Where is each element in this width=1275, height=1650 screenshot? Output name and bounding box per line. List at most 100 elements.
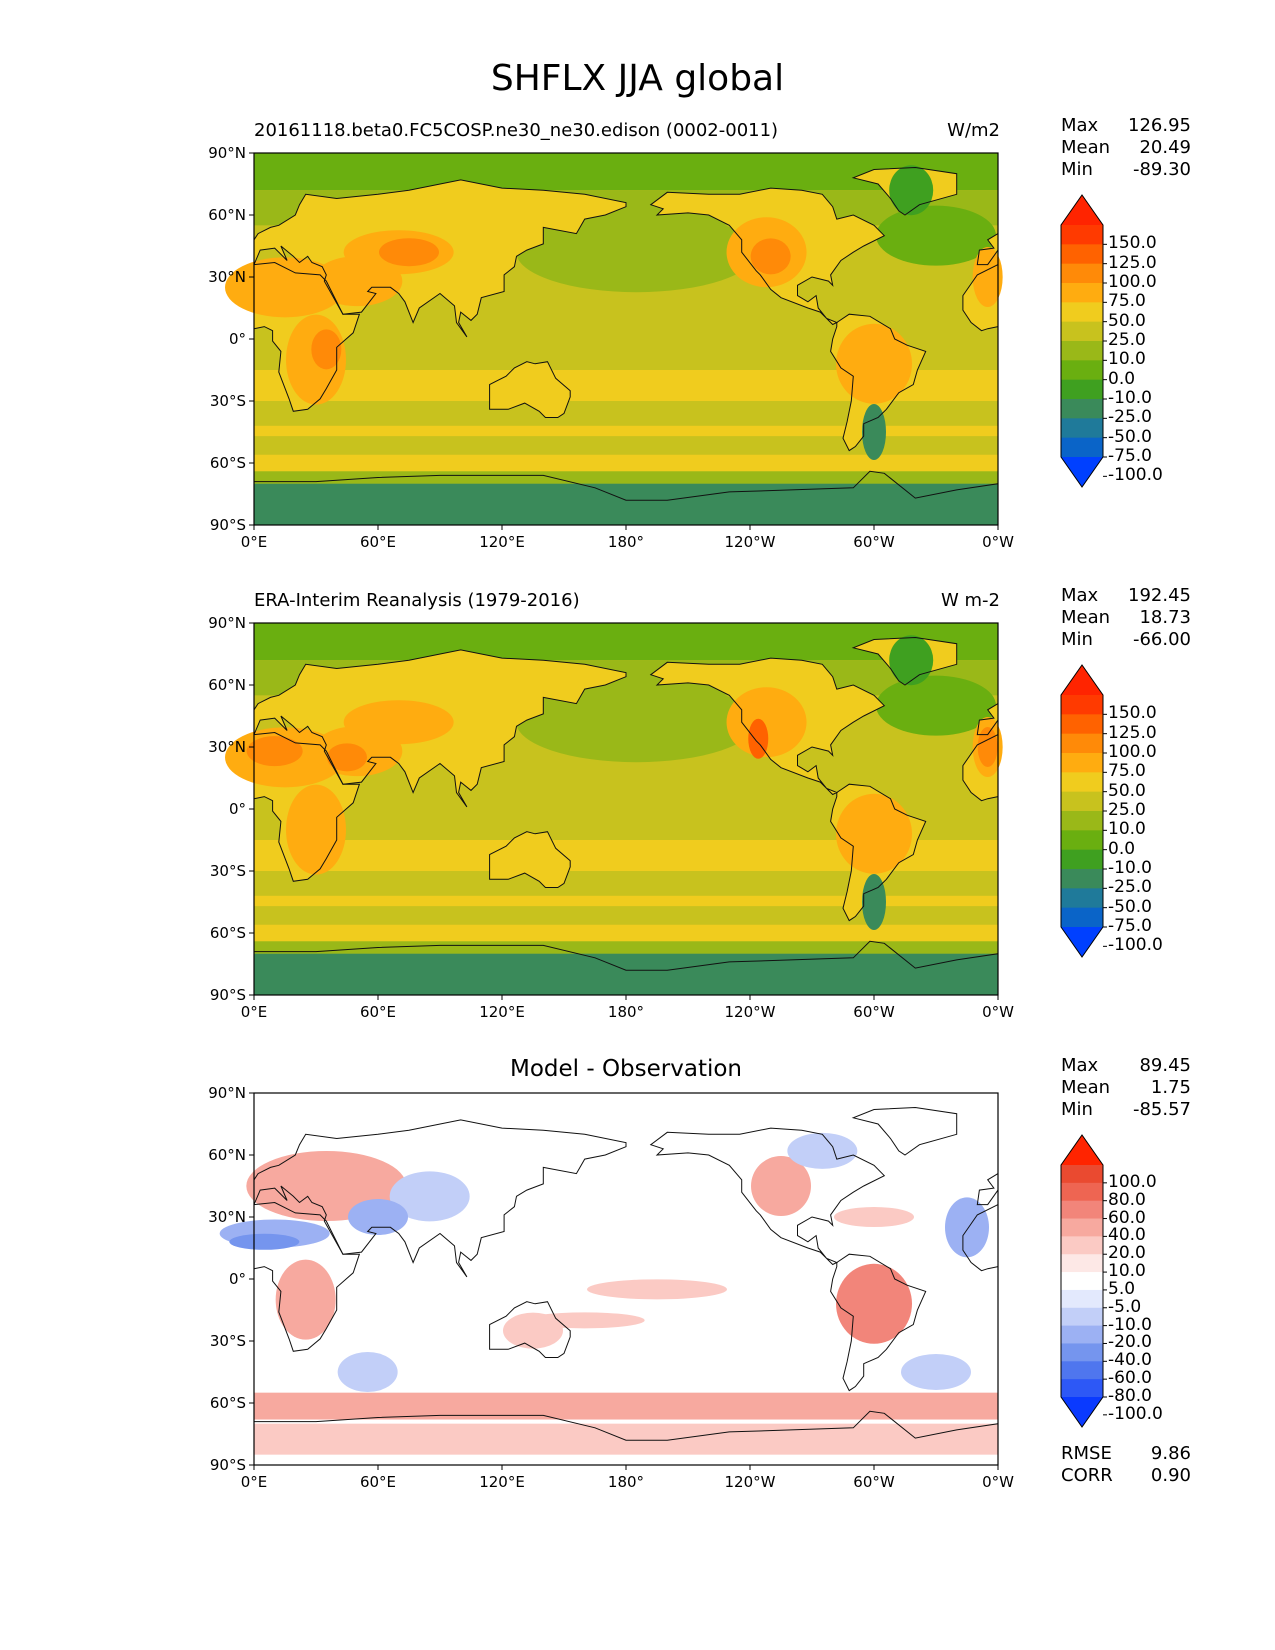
greenland-coast — [851, 166, 958, 216]
eurasia-coast — [253, 649, 627, 808]
x-tick-label: 60°W — [853, 1473, 895, 1491]
colorbar-label: -100.0 — [1108, 1403, 1163, 1424]
sahara-peak — [246, 736, 303, 767]
colorbar-segment — [1061, 399, 1103, 419]
colorbar-label: -40.0 — [1108, 1350, 1152, 1371]
x-tick-label: 180° — [607, 1003, 645, 1021]
stats-box: Max 89.45 Mean 1.75 Min -85.57 — [1061, 1055, 1191, 1121]
atlantic-cool — [945, 1197, 989, 1258]
x-tick-label: 60°E — [359, 533, 397, 551]
field-band — [254, 941, 998, 954]
colorbar-extend-max — [1061, 195, 1103, 225]
stat-label: Min — [1061, 159, 1093, 180]
field-band — [254, 438, 998, 453]
stat-label: Mean — [1061, 137, 1111, 158]
panel-left-title: ERA-Interim Reanalysis (1979-2016) — [254, 590, 580, 611]
stat-value: 89.45 — [1139, 1055, 1191, 1076]
patagonia-cool — [862, 404, 886, 460]
stat-label: Max — [1061, 1055, 1099, 1076]
colorbar-label: 5.0 — [1108, 1278, 1136, 1299]
colorbar-label: -75.0 — [1108, 446, 1152, 466]
x-tick-label: 0°W — [982, 533, 1014, 551]
colorbar-segment — [1061, 225, 1103, 245]
colorbar-label: 0.0 — [1108, 838, 1136, 859]
field-band — [254, 425, 998, 437]
field-band — [254, 471, 998, 484]
colorbar-label: 50.0 — [1108, 780, 1146, 801]
colorbar-label: -25.0 — [1108, 877, 1152, 898]
stat-value: 192.45 — [1128, 585, 1191, 606]
patagonia-cool — [862, 874, 886, 930]
stat-label: Min — [1061, 1099, 1093, 1120]
y-tick-label: 60°S — [209, 1394, 246, 1412]
colorbar-segment — [1061, 321, 1103, 342]
greenland-cool — [889, 165, 934, 216]
y-tick-label: 0° — [228, 800, 246, 818]
colorbar-label: -100.0 — [1108, 465, 1163, 486]
field-band — [254, 908, 998, 923]
x-tick-label: 0°E — [240, 533, 268, 551]
y-tick-label: 90°S — [209, 986, 246, 1004]
field-band — [254, 895, 998, 907]
field-blob — [876, 675, 996, 736]
colorbar-segment — [1061, 1379, 1103, 1398]
x-tick-label: 120°W — [724, 1473, 776, 1491]
na-warm — [751, 1156, 811, 1216]
canada-cool — [787, 1132, 858, 1169]
sa-hot — [836, 793, 912, 874]
colorbar-segment — [1061, 772, 1103, 793]
x-tick-label: 0°W — [982, 1003, 1014, 1021]
colorbar-extend-max — [1061, 665, 1103, 695]
panel-center-title: Model - Observation — [509, 1056, 743, 1082]
colorbar-segment — [1061, 283, 1103, 303]
x-tick-label: 60°W — [853, 1003, 895, 1021]
colorbar-label: 100.0 — [1108, 272, 1157, 292]
stat-label: Max — [1061, 585, 1099, 606]
greenland-cool — [889, 635, 934, 686]
error-stats-box: RMSE 9.86 CORR 0.90 — [1061, 1443, 1191, 1487]
x-tick-label: 60°E — [359, 1003, 397, 1021]
africa-south-hot — [286, 784, 346, 875]
stats-box: Max 192.45 Mean 18.73 Min -66.00 — [1061, 585, 1191, 651]
colorbar-segment — [1061, 1307, 1103, 1327]
colorbar-label: 75.0 — [1108, 291, 1146, 312]
colorbar-segment — [1061, 244, 1103, 265]
colorbar-label: 100.0 — [1108, 1171, 1157, 1192]
colorbar-segment — [1061, 1218, 1103, 1237]
field-blob — [977, 727, 998, 767]
colorbar-label: -50.0 — [1108, 896, 1152, 917]
difference-panel: Model - Observation Max 89.45 Mean 1.75 Mi… — [0, 0, 1275, 1486]
colorbar-label: 10.0 — [1108, 349, 1146, 370]
colorbar-segment — [1061, 869, 1103, 889]
sw-us-peak — [748, 718, 769, 759]
y-tick-label: 90°S — [209, 516, 246, 534]
field-blob — [834, 1207, 914, 1227]
antarctic-band — [254, 483, 998, 525]
colorbar-label: 20.0 — [1108, 1243, 1146, 1264]
y-tick-label: 90°S — [209, 1456, 246, 1474]
colorbar-segment — [1061, 1343, 1103, 1362]
colorbar-segment — [1061, 1182, 1103, 1202]
colorbar-label: 150.0 — [1108, 233, 1157, 254]
x-tick-label: 0°W — [982, 1473, 1014, 1491]
field-band — [254, 1423, 998, 1455]
field-blob — [750, 238, 791, 275]
southern-positive-band — [254, 1392, 998, 1420]
na-west-hot — [726, 687, 807, 758]
north-america-coast — [649, 1127, 886, 1266]
stat-value: 20.49 — [1139, 137, 1191, 158]
stat-label: Min — [1061, 629, 1093, 650]
sa-warm — [836, 1263, 912, 1344]
australia-coast — [489, 361, 571, 418]
south-america-coast — [830, 1253, 927, 1392]
sa-hot — [836, 323, 912, 404]
stat-label: Mean — [1061, 607, 1111, 628]
x-tick-label: 180° — [607, 1473, 645, 1491]
colorbar-segment — [1061, 418, 1103, 439]
y-tick-label: 30°N — [208, 738, 246, 756]
colorbar-label: 125.0 — [1108, 252, 1157, 273]
stat-label: Mean — [1061, 1077, 1111, 1098]
colorbar-label: 60.0 — [1108, 1207, 1146, 1228]
eurasia-coast — [253, 179, 627, 338]
